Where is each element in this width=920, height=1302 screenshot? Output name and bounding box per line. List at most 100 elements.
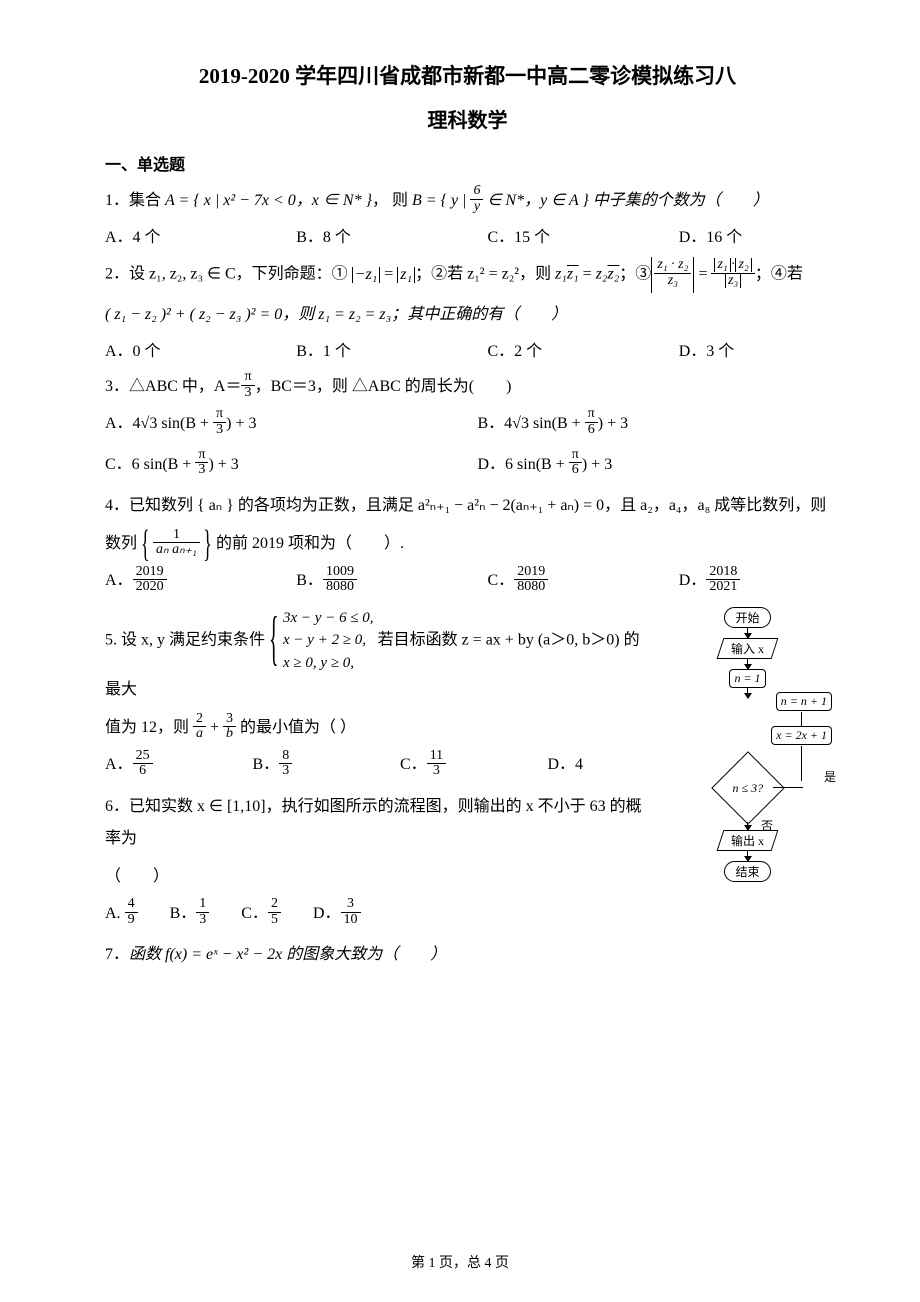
q4-b-d: 8080 [323, 580, 357, 595]
question-2-line2: ( z₁ − z₂ )² + ( z₂ − z₃ )² = 0，则 z₁ = z… [105, 299, 830, 331]
q3-options-2: C．6 sin(B + π3) + 3 D．6 sin(B + π6) + 3 [105, 450, 830, 481]
question-3: 3．△ABC 中，A＝π3，BC＝3，则 △ABC 的周长为( ) [105, 371, 830, 403]
q6-d-n: 3 [341, 897, 361, 913]
q4-a-d: 2020 [133, 580, 167, 595]
q3-frac-d: 3 [241, 386, 254, 401]
q2-num: 2． [105, 266, 129, 283]
q3-b-n: π [585, 407, 598, 423]
q5-b-l: B． [253, 756, 280, 773]
q2-f1: z₁ · z₂z₃ [651, 257, 694, 293]
q5-b-n: 8 [279, 749, 292, 765]
q5-c3: x ≥ 0, y ≥ 0, [283, 652, 374, 675]
question-7: 7．函数 f(x) = eˣ − x² − 2x 的图象大致为（ ） [105, 939, 830, 971]
q1-opt-c: C．15 个 [488, 223, 679, 247]
question-2: 2．设 z₁, z₂, z₃ ∈ C，下列命题：① −z₁ = z₁；②若 z₁… [105, 257, 830, 293]
q3-b-post: ) + 3 [598, 415, 628, 432]
q3-post: ，BC＝3，则 △ABC 的周长为( ) [255, 378, 512, 395]
q4-l2-post: 的前 2019 项和为（ ）. [216, 535, 404, 552]
question-5-line2: 值为 12，则 2a + 3b 的最小值为（ ） [105, 712, 830, 744]
q2-p2-d: z₂ [608, 266, 620, 283]
q5-opt-a: A．256 [105, 750, 253, 781]
q1-frac: 6y [470, 184, 483, 214]
q2-f1-d: z₃ [654, 274, 691, 289]
q2-options: A．0 个 B．1 个 C．2 个 D．3 个 [105, 337, 830, 361]
q2-pre: 设 z₁, z₂, z₃ ∈ C，下列命题：① [129, 266, 352, 283]
q3-a-pre: A．4√3 sin(B + [105, 415, 213, 432]
q2-f1-n: z₁ · z₂ [654, 258, 691, 274]
q2-p2-a: z₁ [555, 266, 567, 283]
q1-opt-a: A．4 个 [105, 223, 296, 247]
q6-a-l: A. [105, 905, 125, 922]
q4-seq: 1aₙ aₙ₊₁ [141, 528, 212, 560]
q5-num: 5. [105, 631, 121, 648]
q4-options: A．20192020 B．10098080 C．20198080 D．20182… [105, 566, 830, 597]
question-6-blank: （ ） [105, 861, 830, 893]
q3-opt-a: A．4√3 sin(B + π3) + 3 [105, 409, 478, 440]
q6-b-d: 3 [196, 913, 209, 928]
q4-opt-d: D．20182021 [679, 566, 870, 597]
q2-eq: = [694, 266, 711, 283]
q5-a-l: A． [105, 756, 133, 773]
q1-b-pre: B = { y | [412, 192, 470, 209]
q4-seq-d: aₙ aₙ₊₁ [153, 543, 200, 558]
q2-f2-d: z₃ [725, 274, 741, 288]
q2-p1-r: z₁ [397, 267, 415, 283]
section-1-header: 一、单选题 [105, 151, 830, 175]
q6-a-n: 4 [125, 897, 138, 913]
q3-opt-b: B．4√3 sin(B + π6) + 3 [478, 409, 851, 440]
q6-b-n: 1 [196, 897, 209, 913]
q4-num: 4． [105, 497, 129, 514]
q1-num: 1． [105, 192, 129, 209]
q1-mid: ， 则 [372, 192, 408, 209]
q3-c-post: ) + 3 [208, 456, 238, 473]
q2-p2-c: z₂ [596, 266, 608, 283]
q2-f2-na: z₁ [714, 258, 730, 272]
page: 2019-2020 学年四川省成都市新都一中高二零诊模拟练习八 理科数学 一、单… [0, 0, 920, 1302]
q5-c-d: 3 [427, 764, 446, 779]
q3-a-post: ) + 3 [226, 415, 256, 432]
q3-a-d: 3 [213, 423, 226, 438]
q4-a-n: 2019 [133, 565, 167, 581]
q6-a-d: 9 [125, 913, 138, 928]
q5-t1-d: a [193, 727, 206, 742]
q5-opt-c: C．113 [400, 750, 548, 781]
q1-frac-n: 6 [470, 184, 483, 200]
q2-p3-pre: ；③ [619, 266, 651, 283]
q5-plus: + [206, 719, 223, 736]
q2-p4-pre: ；④若 [755, 266, 803, 283]
question-1: 1．集合 A = { x | x² − 7x < 0，x ∈ N* }， 则 B… [105, 185, 830, 217]
q4-opt-b: B．10098080 [296, 566, 487, 597]
q4-b-l: B． [296, 572, 323, 589]
q2-p4: ( z₁ − z₂ )² + ( z₂ − z₃ )² = 0，则 z₁ = z… [105, 306, 567, 323]
q5-pre: 设 x, y 满足约束条件 [121, 631, 265, 648]
q3-num: 3． [105, 378, 129, 395]
q5-l2-post: 的最小值为（ ） [236, 719, 356, 736]
q3-d-d: 6 [569, 463, 582, 478]
q5-a-n: 25 [133, 749, 153, 765]
q3-pre: △ABC 中，A＝ [129, 378, 241, 395]
q3-opt-c: C．6 sin(B + π3) + 3 [105, 450, 478, 481]
q5-l2-pre: 值为 12，则 [105, 719, 193, 736]
q2-f2: z₁·z₂z₃ [711, 258, 754, 288]
q4-opt-a: A．20192020 [105, 566, 296, 597]
q6-opt-d: D．310 [313, 899, 371, 930]
q2-p1-m: = [380, 266, 397, 283]
q1-b-post: ∈ N*，y ∈ A } 中子集的个数为（ ） [483, 192, 768, 209]
q5-c-n: 11 [427, 749, 446, 765]
q3-d-post: ) + 3 [582, 456, 612, 473]
q5-t2-d: b [223, 727, 236, 742]
q2-p2-pre: ；②若 z₁² = z₂²，则 [415, 266, 555, 283]
q6-opt-b: B．13 [170, 899, 220, 930]
q2-opt-a: A．0 个 [105, 337, 296, 361]
q3-d-pre: D．6 sin(B + [478, 456, 569, 473]
flow-loop-yes-line [773, 787, 803, 788]
q3-frac: π3 [241, 370, 254, 400]
doc-title: 2019-2020 学年四川省成都市新都一中高二零诊模拟练习八 [105, 60, 830, 90]
q2-opt-d: D．3 个 [679, 337, 870, 361]
q6-opt-c: C．25 [241, 899, 291, 930]
q5-c1: 3x − y − 6 ≤ 0, [283, 607, 374, 630]
q6-d-l: D． [313, 905, 341, 922]
q4-a-l: A． [105, 572, 133, 589]
q6-c-n: 2 [268, 897, 281, 913]
q4-d-n: 2018 [706, 565, 740, 581]
